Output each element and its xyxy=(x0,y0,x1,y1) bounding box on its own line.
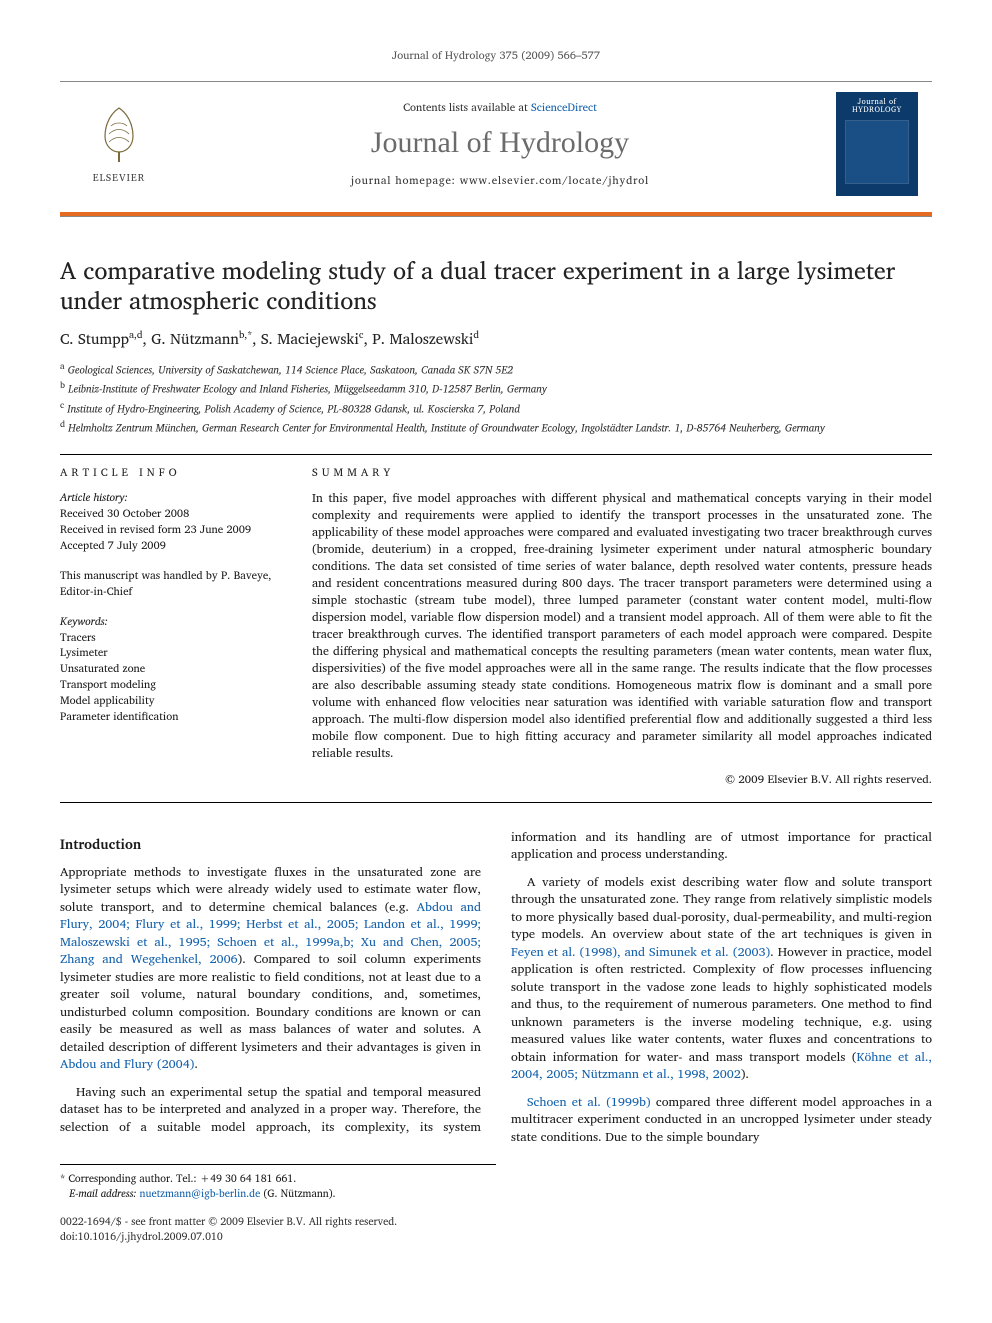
summary-heading: summary xyxy=(312,465,932,480)
doi-line: doi:10.1016/j.jhydrol.2009.07.010 xyxy=(60,1229,932,1243)
contents-line: Contents lists available at ScienceDirec… xyxy=(164,100,836,115)
author-3-affil: c xyxy=(359,327,364,343)
author-2: G. Nützmann xyxy=(151,326,239,351)
affil-c: Institute of Hydro-Engineering, Polish A… xyxy=(67,399,520,417)
keyword: Parameter identification xyxy=(60,709,278,725)
section-heading-introduction: Introduction xyxy=(60,835,481,854)
body-paragraph: Appropriate methods to investigate fluxe… xyxy=(60,864,481,1074)
affil-d: Helmholtz Zentrum München, German Resear… xyxy=(68,418,825,436)
author-1: C. Stumpp xyxy=(60,326,129,351)
affil-b: Leibniz-Institute of Freshwater Ecology … xyxy=(68,380,547,398)
text-run: . xyxy=(194,1054,198,1074)
author-4: P. Maloszewski xyxy=(372,326,473,351)
journal-cover-thumb: Journal ofHYDROLOGY xyxy=(836,92,918,196)
corr-email-link[interactable]: nuetzmann@igb-berlin.de xyxy=(140,1184,261,1202)
running-head: Journal of Hydrology 375 (2009) 566–577 xyxy=(60,48,932,63)
summary-column: summary In this paper, five model approa… xyxy=(312,465,932,788)
body-paragraph: A variety of models exist describing wat… xyxy=(511,874,932,1084)
sciencedirect-link[interactable]: ScienceDirect xyxy=(531,98,597,116)
author-3: S. Maciejewski xyxy=(261,326,359,351)
citation-link[interactable]: Abdou and Flury (2004) xyxy=(60,1054,194,1074)
accent-rule xyxy=(60,212,932,216)
history-accepted: Accepted 7 July 2009 xyxy=(60,538,278,554)
copyright-line: © 2009 Elsevier B.V. All rights reserved… xyxy=(312,772,932,788)
affiliations: a Geological Sciences, University of Sas… xyxy=(60,359,932,436)
affil-a: Geological Sciences, University of Saska… xyxy=(68,361,513,379)
journal-homepage: journal homepage: www.elsevier.com/locat… xyxy=(164,173,836,188)
text-run: ). xyxy=(741,1064,749,1084)
corr-email-name: (G. Nützmann). xyxy=(263,1184,335,1202)
journal-title: Journal of Hydrology xyxy=(164,123,836,164)
divider xyxy=(60,454,932,455)
publisher-label: ELSEVIER xyxy=(87,172,151,186)
email-label: E-mail address: xyxy=(69,1184,136,1202)
author-2-affil: b,* xyxy=(239,327,252,343)
journal-masthead: ELSEVIER Contents lists available at Sci… xyxy=(60,81,932,217)
text-run: A variety of models exist describing wat… xyxy=(511,872,932,945)
body-paragraph: Schoen et al. (1999b) compared three dif… xyxy=(511,1094,932,1147)
article-body: Introduction Appropriate methods to inve… xyxy=(60,829,932,1147)
corresponding-author-footnote: * Corresponding author. Tel.: +49 30 64 … xyxy=(60,1164,496,1200)
author-4-affil: d xyxy=(473,327,479,343)
publisher-logo-block: ELSEVIER xyxy=(74,102,164,186)
editor-note: This manuscript was handled by P. Baveye… xyxy=(60,568,278,600)
doi-block: 0022-1694/$ - see front matter © 2009 El… xyxy=(60,1214,932,1242)
contents-prefix: Contents lists available at xyxy=(403,98,531,116)
author-1-affil: a,d xyxy=(129,327,143,343)
author-list: C. Stumppa,d, G. Nützmannb,*, S. Macieje… xyxy=(60,329,932,349)
article-info-column: article info Article history: Received 3… xyxy=(60,465,278,788)
cover-bottom: HYDROLOGY xyxy=(852,104,902,116)
divider xyxy=(60,802,932,803)
article-title: A comparative modeling study of a dual t… xyxy=(60,255,932,315)
elsevier-tree-icon xyxy=(87,102,151,166)
abstract-text: In this paper, five model approaches wit… xyxy=(312,490,932,763)
article-info-heading: article info xyxy=(60,465,278,480)
